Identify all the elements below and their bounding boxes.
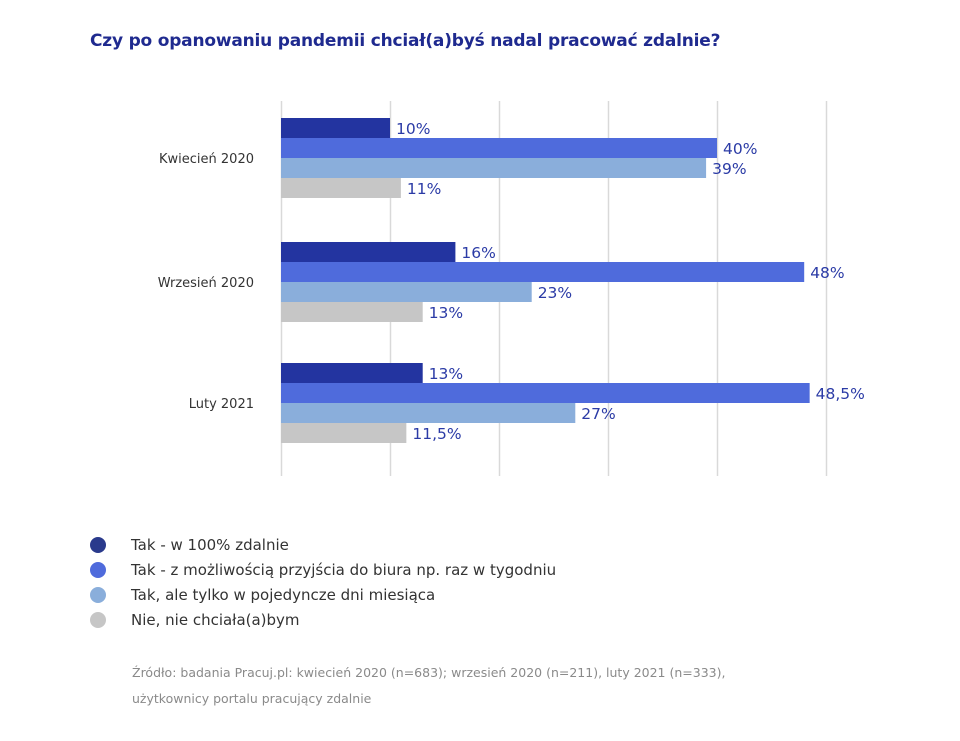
legend-dot-icon — [90, 561, 106, 578]
category-labels: Kwiecień 2020 Wrzesień 2020 Luty 2021 — [158, 152, 254, 412]
bar — [281, 242, 456, 262]
source-line-2: użytkownicy portalu pracujący zdalnie — [132, 691, 372, 706]
data-label: 11% — [407, 180, 441, 198]
bar — [281, 262, 805, 282]
data-label: 48,5% — [816, 385, 865, 403]
data-label: 11,5% — [412, 425, 461, 443]
source-note: Źródło: badania Pracuj.pl: kwiecień 2020… — [132, 660, 772, 712]
data-label: 48% — [810, 264, 844, 282]
bar — [281, 383, 810, 403]
data-label: 40% — [723, 140, 757, 158]
legend-item: Tak - w 100% zdalnie — [90, 532, 556, 557]
bar — [281, 282, 532, 302]
bar — [281, 403, 576, 423]
legend-label: Nie, nie chciała(a)bym — [131, 610, 300, 629]
bar-chart: Kwiecień 2020 Wrzesień 2020 Luty 2021 10% 4… — [158, 101, 865, 476]
data-label: 13% — [429, 365, 463, 383]
bar — [281, 118, 390, 138]
legend: Tak - w 100% zdalnie Tak - z możliwością… — [90, 532, 556, 632]
bar — [281, 138, 717, 158]
category-label: Luty 2021 — [189, 397, 254, 412]
legend-dot-icon — [90, 536, 106, 553]
source-line-1: Źródło: badania Pracuj.pl: kwiecień 2020… — [132, 665, 726, 680]
legend-label: Tak - z możliwością przyjścia do biura n… — [131, 560, 557, 579]
legend-dot-icon — [90, 611, 106, 628]
legend-item: Nie, nie chciała(a)bym — [90, 607, 556, 632]
data-label: 23% — [538, 284, 572, 302]
legend-item: Tak - z możliwością przyjścia do biura n… — [90, 557, 556, 582]
data-label: 16% — [461, 244, 495, 262]
data-label: 27% — [581, 405, 615, 423]
bar — [281, 158, 707, 178]
legend-label: Tak, ale tylko w pojedyncze dni miesiąca — [131, 585, 436, 604]
bars — [281, 118, 810, 443]
value-labels: 10% 40% 39% 11% 16% 48% 23% 13% 13% 48,5% 27% 11,5% — [396, 120, 865, 443]
bar — [281, 423, 407, 443]
legend-item: Tak, ale tylko w pojedyncze dni miesiąca — [90, 582, 556, 607]
chart-title: Czy po opanowaniu pandemii chciał(a)byś … — [90, 31, 721, 51]
bar — [281, 363, 423, 383]
category-label: Wrzesień 2020 — [158, 276, 254, 291]
data-label: 13% — [429, 304, 463, 322]
bar — [281, 302, 423, 322]
bar — [281, 178, 401, 198]
category-label: Kwiecień 2020 — [159, 152, 254, 167]
data-label: 39% — [712, 160, 746, 178]
data-label: 10% — [396, 120, 430, 138]
legend-label: Tak - w 100% zdalnie — [131, 535, 289, 554]
legend-dot-icon — [90, 586, 106, 603]
